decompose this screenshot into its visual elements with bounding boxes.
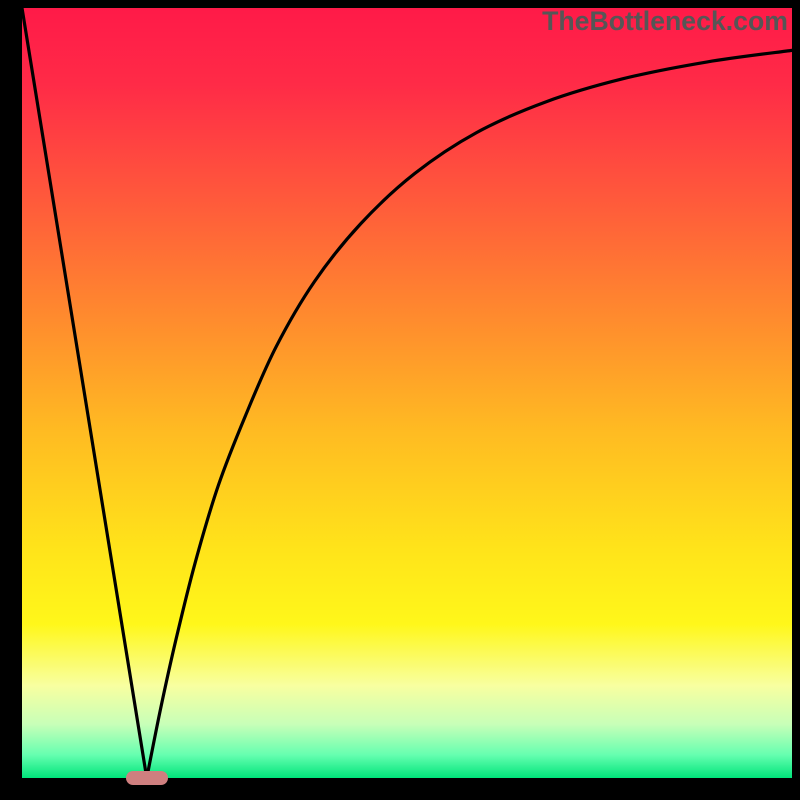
curve-right-saturating [147,50,792,778]
valley-marker [126,771,168,785]
curve-left-line [22,8,147,778]
watermark-text: TheBottleneck.com [542,6,788,37]
chart-curves [22,8,792,778]
chart-container: TheBottleneck.com [0,0,800,800]
